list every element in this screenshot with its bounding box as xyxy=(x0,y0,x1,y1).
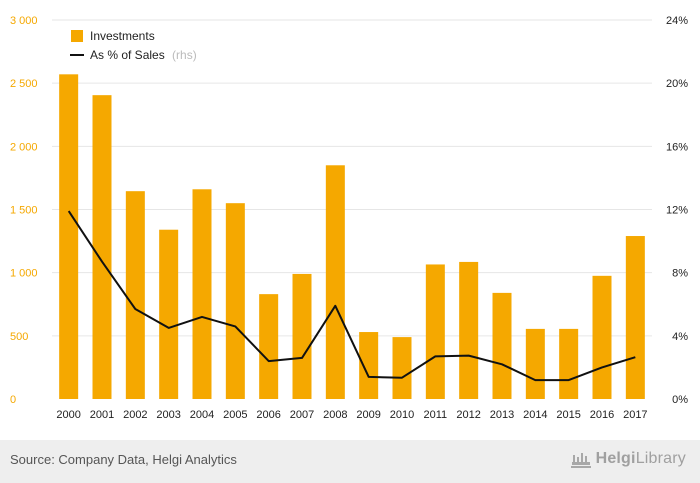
left-tick-label: 500 xyxy=(10,331,28,343)
x-axis: 2000 2001 2002 2003 2004 2005 2006 2007 2008 2009… xyxy=(56,409,647,421)
bar-2009 xyxy=(359,332,379,399)
left-tick-label: 1 500 xyxy=(10,205,38,217)
bar-2007 xyxy=(292,273,312,399)
legend-rhs-suffix: (rhs) xyxy=(172,48,197,62)
left-tick-label: 2 500 xyxy=(10,78,38,90)
left-tick-label: 0 xyxy=(10,394,16,406)
bar-2013 xyxy=(492,292,512,399)
x-tick-label: 2008 xyxy=(323,409,347,421)
left-tick-label: 3 000 xyxy=(10,15,38,27)
right-tick-label: 20% xyxy=(666,78,688,90)
right-tick-label: 12% xyxy=(666,205,688,217)
x-tick-label: 2014 xyxy=(523,409,547,421)
x-tick-label: 2003 xyxy=(156,409,180,421)
bar-2010 xyxy=(392,337,412,399)
bar-2014 xyxy=(525,328,545,399)
left-axis: 0 500 1 000 1 500 2 000 2 500 3 000 xyxy=(10,15,38,406)
bar-2003 xyxy=(159,229,179,399)
x-tick-label: 2001 xyxy=(90,409,114,421)
x-tick-label: 2016 xyxy=(590,409,614,421)
source-text: Source: Company Data, Helgi Analytics xyxy=(10,452,237,467)
line-series xyxy=(67,210,636,382)
x-tick-label: 2009 xyxy=(356,409,380,421)
legend-label-pct-sales: As % of Sales (rhs) xyxy=(90,48,197,62)
bar-2004 xyxy=(192,189,212,399)
x-tick-label: 2006 xyxy=(256,409,280,421)
grid-lines xyxy=(52,19,652,337)
legend-swatch-investments xyxy=(71,30,83,42)
right-tick-label: 4% xyxy=(672,331,688,343)
right-tick-label: 8% xyxy=(672,268,688,280)
legend: Investments As % of Sales (rhs) xyxy=(70,29,197,62)
bar-2015 xyxy=(559,328,579,399)
bar-series xyxy=(59,74,645,399)
x-tick-label: 2010 xyxy=(390,409,414,421)
left-tick-label: 2 000 xyxy=(10,141,38,153)
x-tick-label: 2005 xyxy=(223,409,247,421)
bar-2011 xyxy=(425,264,445,399)
bar-2006 xyxy=(259,294,279,399)
x-tick-label: 2012 xyxy=(456,409,480,421)
right-tick-label: 24% xyxy=(666,15,688,27)
x-tick-label: 2015 xyxy=(556,409,580,421)
bar-2017 xyxy=(625,236,645,399)
bar-2016 xyxy=(592,275,612,399)
x-tick-label: 2007 xyxy=(290,409,314,421)
right-axis: 0% 4% 8% 12% 16% 20% 24% xyxy=(666,15,688,406)
logo-wordmark: HelgiLibrary xyxy=(595,450,686,467)
x-tick-label: 2017 xyxy=(623,409,647,421)
right-tick-label: 16% xyxy=(666,141,688,153)
x-tick-label: 2000 xyxy=(56,409,80,421)
x-tick-label: 2013 xyxy=(490,409,514,421)
right-tick-label: 0% xyxy=(672,394,688,406)
bar-2001 xyxy=(92,95,112,399)
investments-chart: 0 500 1 000 1 500 2 000 2 500 3 000 0% 4% 8% 12% 1… xyxy=(10,15,688,421)
x-tick-label: 2002 xyxy=(123,409,147,421)
bar-2012 xyxy=(459,261,479,399)
bar-2000 xyxy=(59,74,79,399)
bar-2005 xyxy=(225,203,245,399)
x-tick-label: 2004 xyxy=(190,409,214,421)
footer: Source: Company Data, Helgi Analytics He… xyxy=(0,440,700,483)
left-tick-label: 1 000 xyxy=(10,268,38,280)
bar-2008 xyxy=(325,165,345,399)
legend-label-investments: Investments xyxy=(90,29,155,43)
library-building-icon xyxy=(570,453,591,468)
helgilibrary-logo: HelgiLibrary xyxy=(570,448,686,470)
bar-2002 xyxy=(125,191,145,399)
legend-label-pct-sales-text: As % of Sales xyxy=(90,48,165,62)
pct-sales-line xyxy=(67,210,636,382)
x-tick-label: 2011 xyxy=(424,409,448,421)
